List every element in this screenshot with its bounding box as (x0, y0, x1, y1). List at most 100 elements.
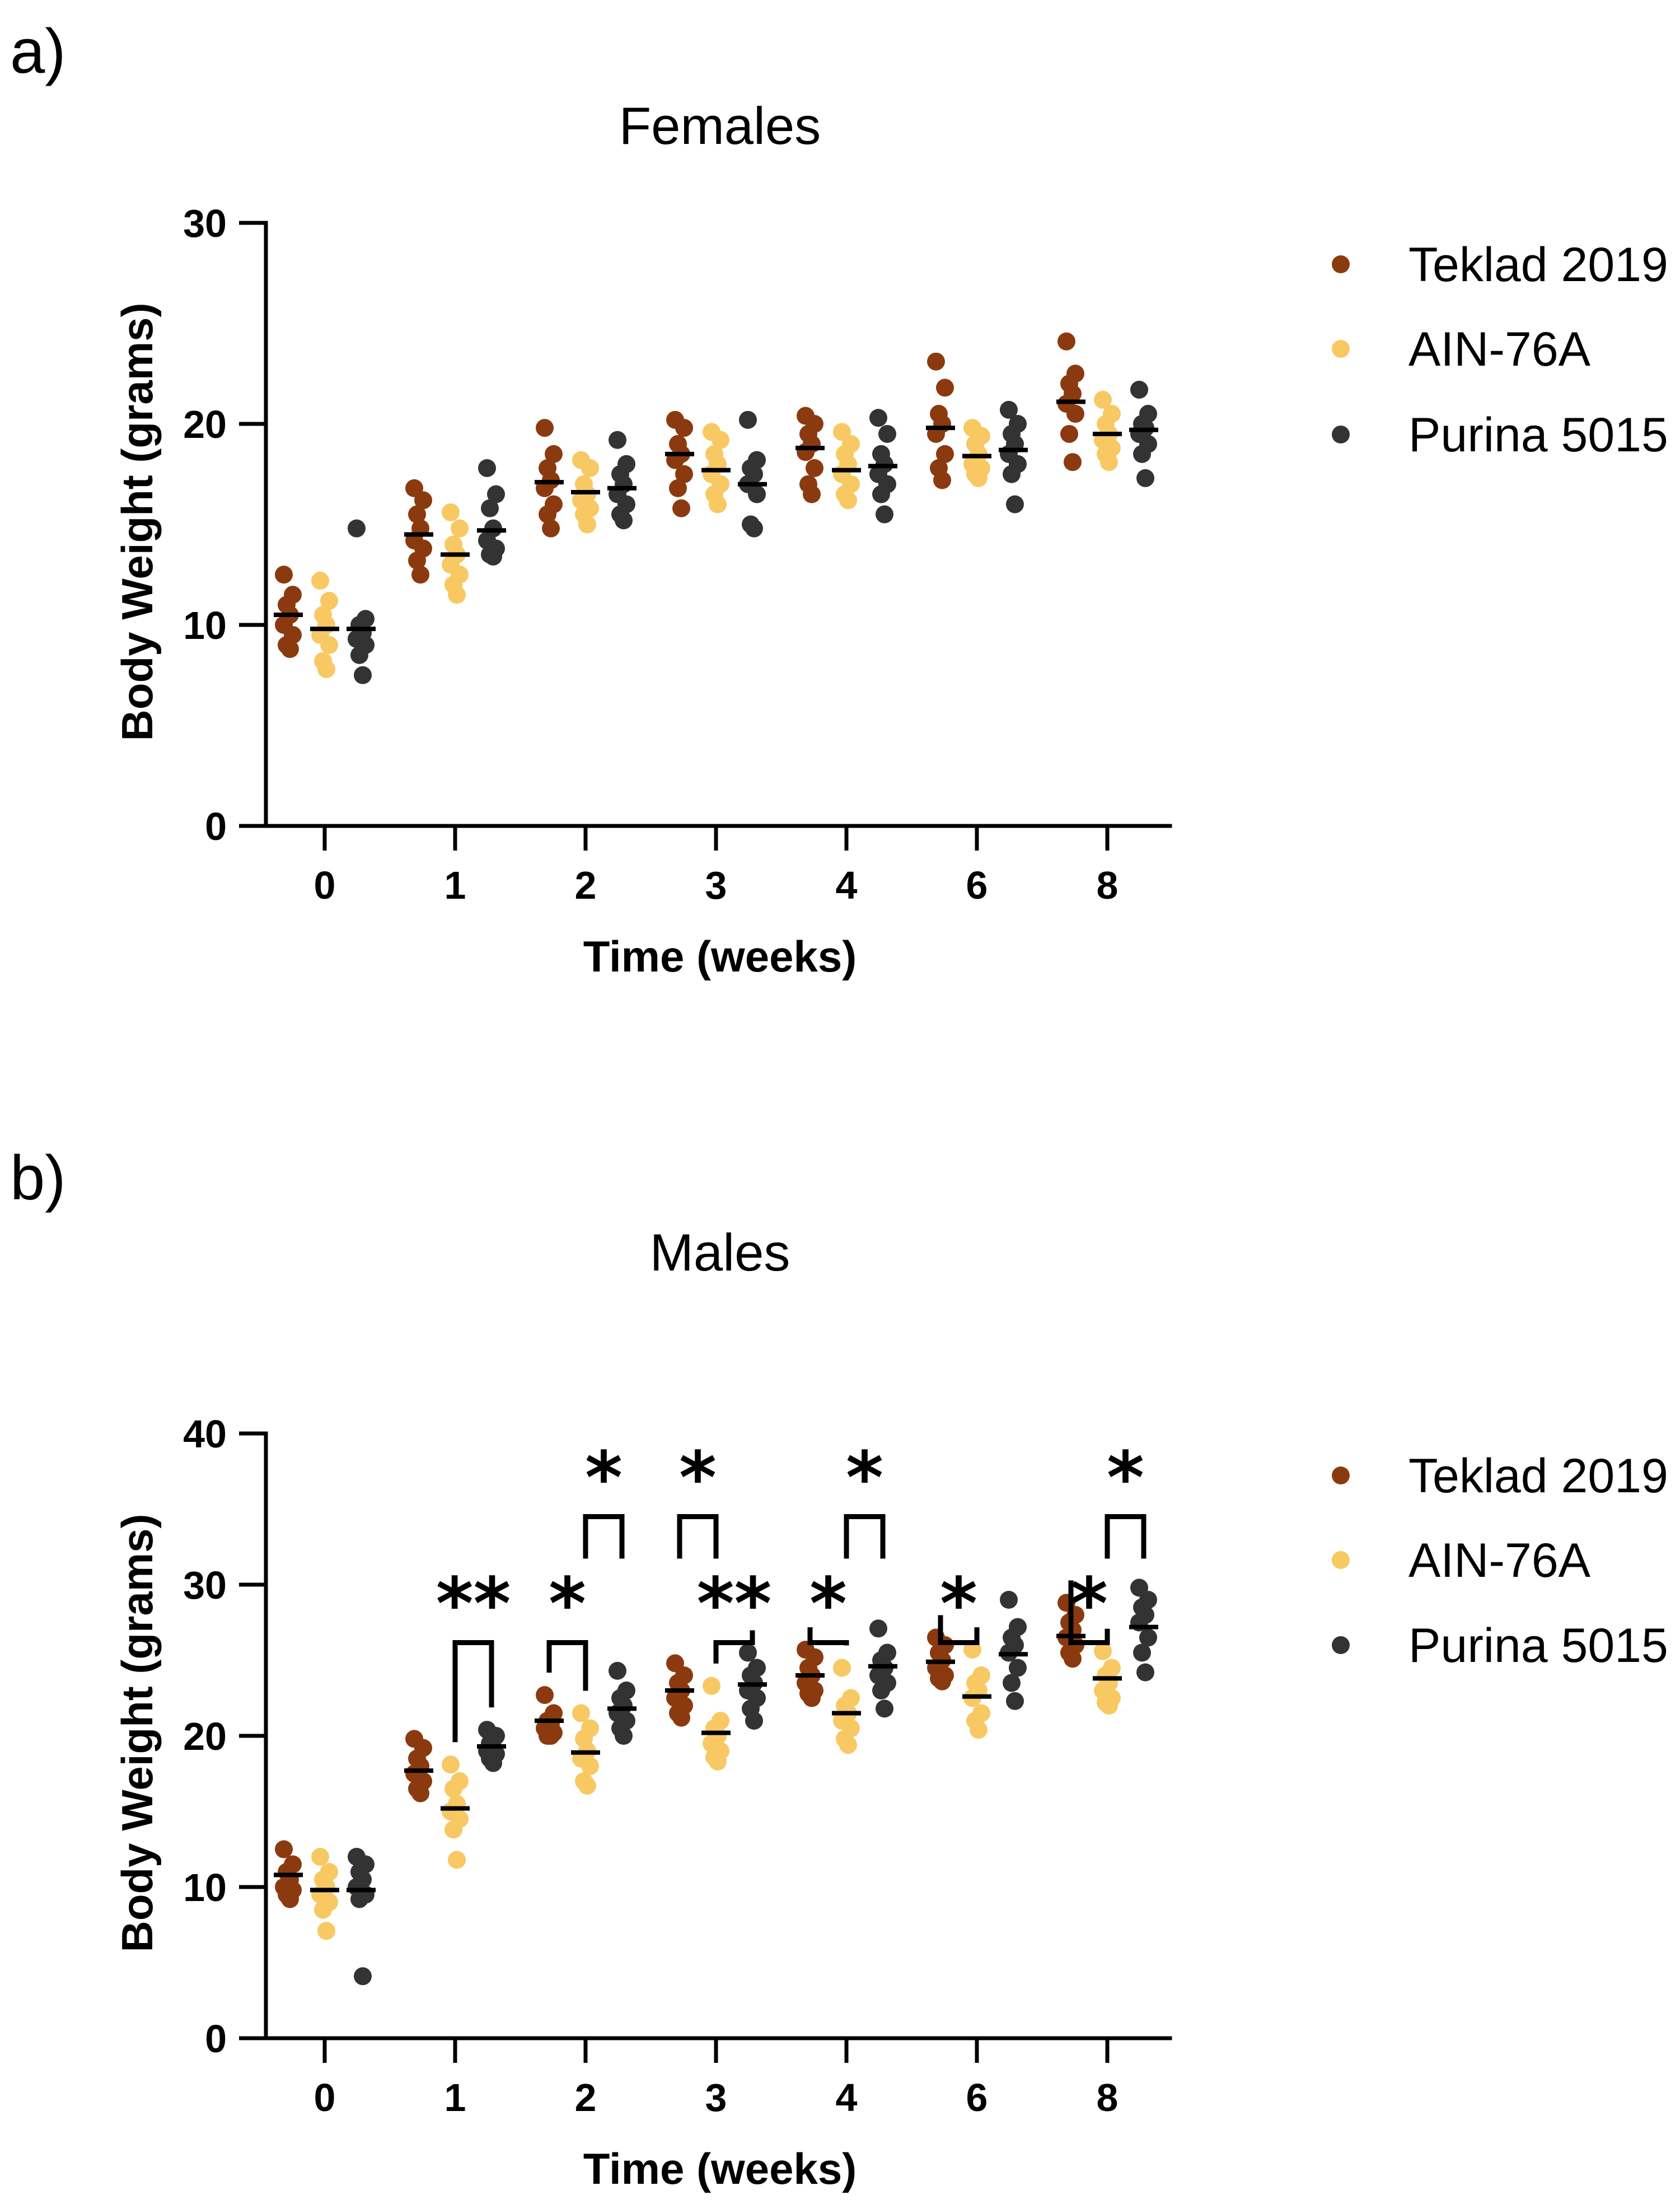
y-tick-label: 10 (183, 604, 227, 647)
data-point (320, 591, 338, 610)
data-point (484, 1754, 502, 1772)
x-tick-label: 8 (1097, 2076, 1119, 2119)
x-tick-label: 2 (575, 863, 597, 907)
data-point (536, 1686, 554, 1704)
data-point (615, 511, 633, 530)
data-point (1006, 495, 1024, 513)
data-point (709, 1752, 727, 1771)
data-point (448, 586, 466, 604)
data-point (1009, 1659, 1027, 1677)
data-point (1094, 390, 1112, 409)
significance-label: * (549, 1563, 586, 1646)
data-point (1006, 1692, 1024, 1710)
data-point (1003, 465, 1021, 483)
bracket-line (807, 1627, 849, 1646)
data-point (572, 1704, 590, 1722)
data-point (542, 1727, 560, 1745)
x-tick-label: 3 (705, 863, 727, 907)
data-point (1003, 1674, 1021, 1692)
data-point (936, 379, 954, 397)
data-point (878, 424, 896, 443)
data-point (442, 503, 460, 521)
data-point (275, 1840, 293, 1858)
significance-label: * (1070, 1563, 1108, 1646)
series-ain-76a (310, 1641, 1122, 1940)
data-point (869, 1619, 887, 1638)
data-point (1133, 1643, 1151, 1662)
x-tick-label: 3 (705, 2076, 727, 2119)
data-point (275, 566, 293, 584)
y-tick-label: 20 (183, 403, 227, 446)
data-point (408, 552, 426, 570)
series-teklad-2019 (274, 332, 1085, 659)
legend: Teklad 2019 AIN-76A Purina 5015 (1332, 1449, 1668, 1673)
y-tick-label: 10 (183, 1866, 227, 1909)
significance-label: ** (436, 1563, 511, 1646)
plot-area: 0 10 20 30 0 1 2 3 4 6 8 (183, 202, 1172, 907)
data-point (1130, 380, 1148, 399)
significance-bracket: * (1105, 1437, 1146, 1559)
bracket-line (677, 1514, 719, 1559)
bracket-line (583, 1514, 625, 1559)
bracket-line (452, 1640, 494, 1743)
data-point (442, 1755, 460, 1774)
data-point (545, 445, 563, 463)
significance-bracket: * (807, 1563, 849, 1646)
data-point (444, 1820, 462, 1839)
data-point (970, 1721, 988, 1739)
legend-label-teklad-2019: Teklad 2019 (1408, 238, 1668, 292)
data-point (317, 1922, 335, 1940)
data-point (1139, 1628, 1157, 1647)
series-teklad-2019 (274, 1594, 1085, 1908)
data-point (1000, 400, 1018, 419)
chart-title: Males (650, 1223, 790, 1282)
data-point (1136, 1663, 1154, 1682)
x-tick-label: 8 (1097, 863, 1119, 907)
data-point (1057, 332, 1075, 351)
bracket-line (1105, 1514, 1146, 1559)
panel-a: a) Females Time (weeks) Body Weight (gra… (10, 16, 1668, 981)
significance-label: * (1107, 1437, 1144, 1520)
significance-bracket: * (546, 1563, 588, 1691)
data-point (320, 636, 338, 654)
legend-marker-ain-76a (1332, 1551, 1350, 1569)
legend-label-purina-5015: Purina 5015 (1408, 408, 1668, 462)
data-point (451, 519, 469, 538)
data-point (581, 1757, 599, 1775)
significance-bracket: * (938, 1563, 980, 1646)
data-point (317, 660, 335, 678)
data-point (1136, 469, 1154, 487)
data-point (578, 515, 596, 534)
x-tick-label: 6 (966, 2076, 988, 2119)
data-point (672, 499, 690, 517)
bracket-line (1068, 1580, 1110, 1645)
x-tick-label: 0 (314, 2076, 336, 2119)
y-axis-title: Body Weight (grams) (113, 1514, 162, 1953)
data-point (481, 499, 499, 517)
significance-bracket: * (844, 1437, 886, 1559)
data-point (963, 1641, 981, 1659)
significance-label: * (679, 1437, 717, 1520)
data-point (354, 666, 372, 684)
legend-marker-purina-5015 (1332, 1636, 1350, 1654)
data-point (927, 352, 945, 371)
legend-marker-purina-5015 (1332, 426, 1350, 443)
series-ain-76a (310, 390, 1122, 678)
y-tick-label: 0 (205, 2017, 227, 2061)
data-point (609, 1661, 626, 1680)
data-point (669, 479, 687, 497)
data-point (672, 1708, 690, 1727)
series-purina-5015 (347, 380, 1158, 684)
panel-label: b) (10, 1143, 66, 1213)
data-point (876, 505, 893, 524)
bracket-line (713, 1630, 755, 1664)
x-tick-label: 6 (966, 863, 988, 907)
bracket-line (844, 1514, 886, 1559)
data-point (1100, 1697, 1118, 1715)
x-tick-label: 1 (444, 2076, 466, 2119)
significance-label: * (846, 1437, 883, 1520)
data-point (703, 1676, 720, 1695)
data-point (578, 1777, 596, 1795)
